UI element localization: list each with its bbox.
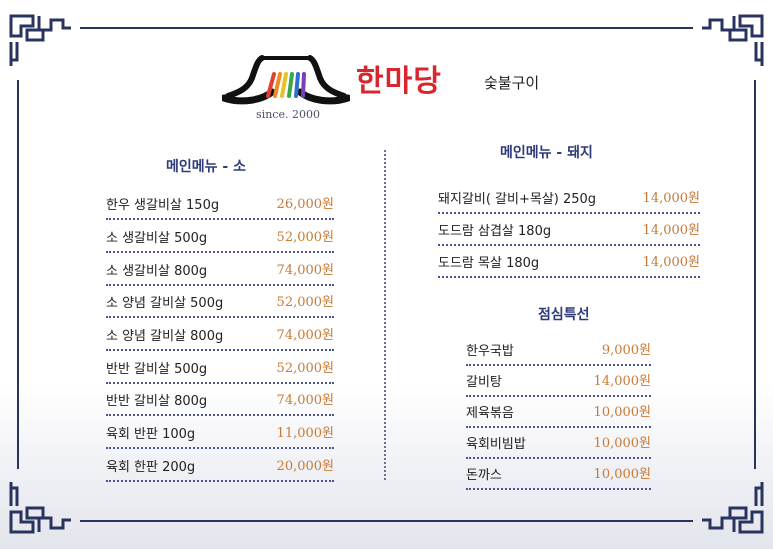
item-name: 갈비탕 [466,375,502,390]
item-price: 74,000원 [276,263,334,278]
item-name: 제육볶음 [466,406,514,421]
menu-row-pork: 도드람 삼겹살 180g 14,000원 [438,214,700,246]
menu-row-beef: 한우 생갈비살 150g 26,000원 [106,188,334,220]
since-label: since. 2000 [256,108,320,121]
item-name: 돼지갈비( 갈비+목살) 250g [438,192,597,207]
item-name: 한우 생갈비살 150g [106,198,220,213]
brand-name: 한마당 [356,64,442,99]
menu-row-beef: 반반 갈비살 500g 52,000원 [106,352,334,384]
menu-row-beef: 소 양념 갈비살 500g 52,000원 [106,286,334,318]
item-price: 52,000원 [276,295,334,310]
item-name: 반반 갈비살 800g [106,394,208,409]
frame-line-right [754,80,756,469]
item-price: 14,000원 [642,223,700,238]
item-name: 반반 갈비살 500g [106,362,208,377]
corner-ornament-bottom-left [7,478,71,536]
item-price: 10,000원 [593,467,651,482]
item-price: 11,000원 [276,426,334,441]
menu-row-lunch: 제육볶음 10,000원 [466,396,651,428]
item-price: 14,000원 [593,374,651,389]
corner-ornament-bottom-right [702,478,766,536]
item-price: 10,000원 [593,405,651,420]
item-name: 한우국밥 [466,344,514,359]
item-name: 육회 반판 100g [106,427,196,442]
item-name: 도드람 삼겹살 180g [438,224,552,239]
item-price: 9,000원 [601,343,651,358]
item-price: 74,000원 [276,393,334,408]
frame-line-bottom [80,520,693,522]
column-divider [384,150,386,480]
menu-row-beef: 소 생갈비살 500g 52,000원 [106,221,334,253]
item-price: 14,000원 [642,191,700,206]
item-name: 육회 한판 200g [106,460,196,475]
item-name: 돈까스 [466,468,502,483]
item-name: 소 생갈비살 800g [106,264,208,279]
frame-line-left [17,80,19,469]
menu-row-lunch: 갈비탕 14,000원 [466,365,651,397]
item-price: 74,000원 [276,328,334,343]
item-name: 소 생갈비살 500g [106,231,208,246]
brand-subtitle: 숯불구이 [484,74,540,92]
section-title-beef: 메인메뉴 - 소 [166,159,246,175]
corner-ornament-top-right [702,12,766,70]
item-price: 10,000원 [593,436,651,451]
item-name: 소 양념 갈비살 800g [106,329,224,344]
menu-row-lunch: 한우국밥 9,000원 [466,334,651,366]
hat-logo-icon [222,52,350,112]
item-price: 52,000원 [276,230,334,245]
item-price: 52,000원 [276,361,334,376]
item-name: 도드람 목살 180g [438,256,540,271]
menu-row-pork: 돼지갈비( 갈비+목살) 250g 14,000원 [438,182,700,214]
frame-line-top [80,27,693,29]
menu-row-beef: 육회 한판 200g 20,000원 [106,450,334,482]
section-title-pork: 메인메뉴 - 돼지 [500,145,593,161]
item-price: 26,000원 [276,197,334,212]
menu-row-beef: 반반 갈비살 800g 74,000원 [106,384,334,416]
menu-row-lunch: 돈까스 10,000원 [466,458,651,490]
corner-ornament-top-left [7,12,71,70]
section-title-lunch: 점심특선 [538,307,590,323]
item-price: 14,000원 [642,255,700,270]
menu-row-beef: 소 양념 갈비살 800g 74,000원 [106,319,334,351]
item-name: 육회비빔밥 [466,437,526,452]
item-name: 소 양념 갈비살 500g [106,296,224,311]
item-price: 20,000원 [276,459,334,474]
menu-row-beef: 육회 반판 100g 11,000원 [106,417,334,449]
menu-row-lunch: 육회비빔밥 10,000원 [466,427,651,459]
menu-row-beef: 소 생갈비살 800g 74,000원 [106,254,334,286]
menu-row-pork: 도드람 목살 180g 14,000원 [438,246,700,278]
